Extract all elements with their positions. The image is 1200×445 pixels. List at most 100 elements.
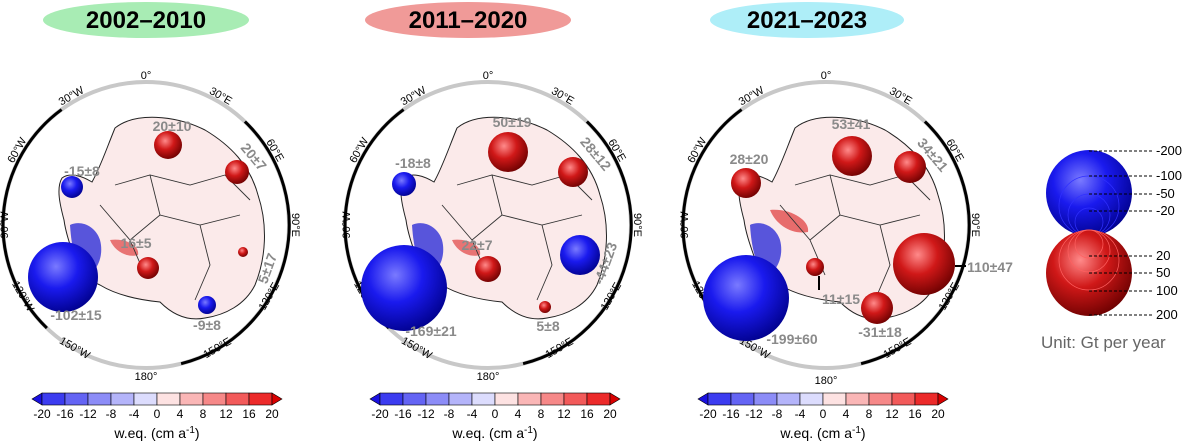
colorbar-segment bbox=[202, 392, 227, 406]
legend-tick-label: 50 bbox=[1156, 265, 1170, 280]
colorbar-tick-label: 0 bbox=[820, 407, 827, 421]
legend-sphere-positive bbox=[1074, 229, 1104, 259]
basin-sphere-positive bbox=[475, 256, 501, 282]
colorbar-tick-label: 0 bbox=[154, 407, 161, 421]
longitude-label: 0° bbox=[821, 70, 832, 82]
panel-title-badge bbox=[43, 2, 249, 38]
basin-sphere-negative bbox=[560, 235, 600, 275]
basin-sphere-negative bbox=[198, 296, 216, 314]
colorbar-tick-label: 12 bbox=[219, 407, 233, 421]
basin-label: 22±7 bbox=[461, 237, 492, 253]
colorbar-segment bbox=[494, 392, 519, 406]
colorbar-tick-label: 16 bbox=[908, 407, 922, 421]
colorbar-arrow-left bbox=[697, 392, 709, 406]
basin-label: 16±5 bbox=[120, 235, 151, 251]
colorbar-segment bbox=[225, 392, 250, 406]
basin-sphere-positive bbox=[832, 136, 872, 176]
basin-sphere-negative bbox=[361, 245, 447, 331]
basin-sphere-positive bbox=[539, 301, 551, 313]
colorbar-segment bbox=[822, 392, 847, 406]
colorbar-label: w.eq. (cm a-1) bbox=[451, 425, 537, 441]
colorbar-tick-label: 16 bbox=[580, 407, 594, 421]
basin-sphere-negative bbox=[61, 176, 83, 198]
colorbar-segment bbox=[563, 392, 588, 406]
basin-label: 110±47 bbox=[967, 259, 1013, 275]
basin-sphere-negative bbox=[392, 172, 416, 196]
basin-sphere-negative bbox=[703, 255, 789, 341]
colorbar-segment bbox=[707, 392, 732, 406]
colorbar-segment bbox=[425, 392, 450, 406]
basin-label: 28±20 bbox=[730, 151, 769, 167]
basin-label: 50±19 bbox=[493, 114, 532, 130]
colorbar-tick-label: -8 bbox=[772, 407, 783, 421]
colorbar-tick-label: 8 bbox=[538, 407, 545, 421]
basin-sphere-positive bbox=[731, 168, 761, 198]
colorbar-tick-label: 4 bbox=[843, 407, 850, 421]
longitude-label: 0° bbox=[141, 70, 152, 82]
longitude-label: 180° bbox=[135, 371, 158, 383]
panel-title-badge bbox=[710, 2, 904, 38]
basin-boundaries bbox=[99, 174, 251, 301]
colorbar-segment bbox=[64, 392, 89, 406]
basin-label: 53±41 bbox=[832, 116, 871, 132]
longitude-label: 150°W bbox=[57, 335, 92, 362]
map-frame-black-arc bbox=[1, 108, 63, 330]
longitude-label: 0° bbox=[483, 70, 494, 82]
colorbar-tick-label: 4 bbox=[177, 407, 184, 421]
colorbar-tick-label: -4 bbox=[467, 407, 478, 421]
colorbar: -20 -16 -12 -8 -4 0 4 8 12 16 20 w.eq. (cm a-1) bbox=[31, 392, 283, 441]
colorbar-tick-label: -12 bbox=[745, 407, 763, 421]
colorbar-segment bbox=[87, 392, 112, 406]
panel-title: 2002–2010 bbox=[86, 7, 206, 34]
basin-sphere-positive bbox=[558, 157, 588, 187]
longitude-label: 90°E bbox=[289, 213, 301, 237]
colorbar-tick-label: -8 bbox=[444, 407, 455, 421]
panel-title: 2011–2020 bbox=[409, 7, 528, 34]
colorbar-tick-label: -16 bbox=[722, 407, 740, 421]
colorbar-segment bbox=[799, 392, 824, 406]
colorbar-segment bbox=[41, 392, 66, 406]
colorbar-segment bbox=[540, 392, 565, 406]
basin-sphere-positive bbox=[893, 233, 955, 295]
panel-title-badge bbox=[365, 2, 571, 38]
legend-tick-label: 20 bbox=[1156, 248, 1170, 263]
longitude-label: 90°E bbox=[969, 213, 981, 237]
colorbar-tick-label: 12 bbox=[885, 407, 899, 421]
colorbar-label: w.eq. (cm a-1) bbox=[113, 425, 199, 441]
basin-label: -102±15 bbox=[50, 307, 101, 323]
basin-label: 11±15 bbox=[822, 291, 860, 307]
colorbar-segment bbox=[753, 392, 778, 406]
colorbar-tick-label: -16 bbox=[394, 407, 412, 421]
colorbar-segment bbox=[156, 392, 181, 406]
basin-sphere-positive bbox=[894, 151, 926, 183]
legend-sphere-negative bbox=[1046, 150, 1132, 236]
colorbar-arrow-right bbox=[937, 392, 949, 406]
colorbar-tick-label: 20 bbox=[265, 407, 279, 421]
basin-label: -199±60 bbox=[766, 331, 817, 347]
colorbar-segment bbox=[179, 392, 204, 406]
colorbar-segment bbox=[891, 392, 916, 406]
legend-tick-label: 200 bbox=[1156, 307, 1178, 322]
longitude-label: 90°W bbox=[679, 211, 691, 239]
colorbar-tick-label: 20 bbox=[931, 407, 945, 421]
colorbar-tick-label: -20 bbox=[33, 407, 51, 421]
basin-label: 5±8 bbox=[536, 318, 559, 334]
basin-sphere-positive bbox=[488, 132, 528, 172]
colorbar-tick-label: 8 bbox=[866, 407, 873, 421]
colorbar-segment bbox=[110, 392, 135, 406]
legend-tick-label: -20 bbox=[1156, 203, 1175, 218]
colorbar-tick-label: 0 bbox=[492, 407, 499, 421]
size-legend: -200 -100 -50 -20 20 50 100 200 Unit: Gt… bbox=[1041, 143, 1182, 352]
legend-tick-label: -100 bbox=[1156, 168, 1182, 183]
basin-label: -9±8 bbox=[193, 317, 221, 333]
colorbar-tick-label: -4 bbox=[129, 407, 140, 421]
basin-boundaries bbox=[441, 174, 593, 301]
basin-label: -169±21 bbox=[405, 323, 456, 339]
colorbar-segment bbox=[248, 392, 273, 406]
colorbar-tick-label: -20 bbox=[699, 407, 717, 421]
colorbar-tick-label: -12 bbox=[79, 407, 97, 421]
colorbar-arrow-right bbox=[271, 392, 283, 406]
panel-2021-2023: 2021–2023 0° 30°E 60°E 90°E 120°E 150°E … bbox=[679, 2, 1013, 441]
panel-title: 2021–2023 bbox=[747, 7, 867, 34]
colorbar-segment bbox=[402, 392, 427, 406]
